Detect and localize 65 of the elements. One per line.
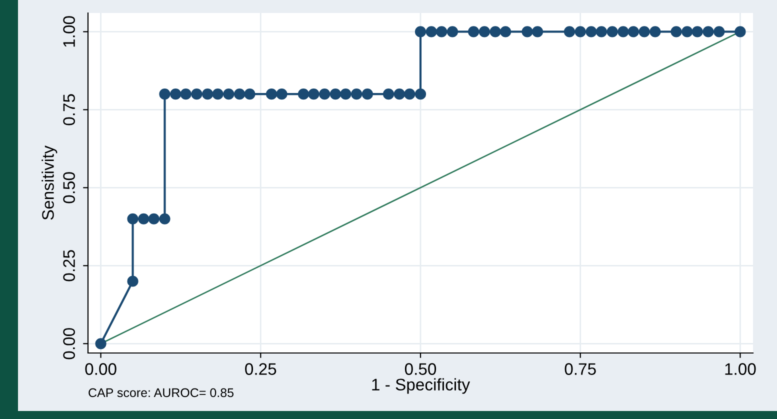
x-tick-label: 0.50 bbox=[404, 363, 436, 375]
point bbox=[692, 26, 703, 38]
y-axis-title: Sensitivity bbox=[42, 146, 58, 220]
point bbox=[638, 26, 650, 38]
point bbox=[586, 26, 597, 38]
point bbox=[212, 88, 224, 100]
point bbox=[414, 88, 426, 100]
point bbox=[266, 88, 278, 100]
point bbox=[478, 26, 490, 38]
point bbox=[618, 26, 629, 38]
y-tick-label: 0.50 bbox=[63, 172, 75, 204]
point bbox=[596, 26, 608, 38]
point bbox=[223, 88, 234, 100]
point bbox=[382, 88, 394, 100]
point bbox=[127, 213, 138, 224]
point bbox=[532, 26, 544, 38]
point bbox=[170, 88, 182, 100]
point bbox=[682, 26, 693, 38]
point bbox=[202, 88, 214, 100]
point bbox=[670, 26, 682, 38]
point bbox=[564, 26, 576, 38]
point bbox=[394, 88, 405, 100]
point bbox=[95, 338, 106, 350]
x-tick-label: 0.25 bbox=[245, 363, 276, 375]
point bbox=[468, 26, 480, 38]
x-tick-label: 1.00 bbox=[725, 363, 756, 375]
point bbox=[244, 88, 256, 100]
point bbox=[159, 213, 170, 224]
point bbox=[500, 26, 512, 38]
x-tick-label: 0.00 bbox=[85, 363, 116, 375]
point bbox=[180, 88, 192, 100]
point bbox=[298, 88, 310, 100]
point bbox=[426, 26, 437, 38]
x-axis-title: 1 - Specificity bbox=[372, 378, 470, 394]
point bbox=[191, 88, 202, 100]
point bbox=[276, 88, 288, 100]
point bbox=[714, 26, 725, 38]
point bbox=[650, 26, 661, 38]
point bbox=[138, 213, 150, 224]
point bbox=[702, 26, 714, 38]
y-tick-label: 0.75 bbox=[63, 94, 75, 126]
point bbox=[606, 26, 618, 38]
point bbox=[351, 88, 362, 100]
y-tick-label: 1.00 bbox=[63, 16, 75, 47]
point bbox=[319, 88, 330, 100]
point bbox=[446, 26, 458, 38]
point bbox=[490, 26, 501, 38]
point bbox=[628, 26, 639, 38]
point bbox=[127, 276, 138, 287]
point bbox=[362, 88, 373, 100]
point bbox=[436, 26, 448, 38]
x-tick-label: 0.75 bbox=[564, 363, 596, 375]
point bbox=[340, 88, 352, 100]
point bbox=[574, 26, 586, 38]
point bbox=[148, 213, 160, 224]
point bbox=[404, 88, 416, 100]
point bbox=[414, 26, 426, 38]
point bbox=[234, 88, 246, 100]
point bbox=[308, 88, 320, 100]
point bbox=[159, 88, 170, 100]
point bbox=[330, 88, 342, 100]
point bbox=[522, 26, 533, 38]
y-tick-label: 0.25 bbox=[63, 250, 75, 282]
text: CAP score: AUROC= 0.85 bbox=[88, 388, 234, 398]
point bbox=[734, 26, 746, 38]
